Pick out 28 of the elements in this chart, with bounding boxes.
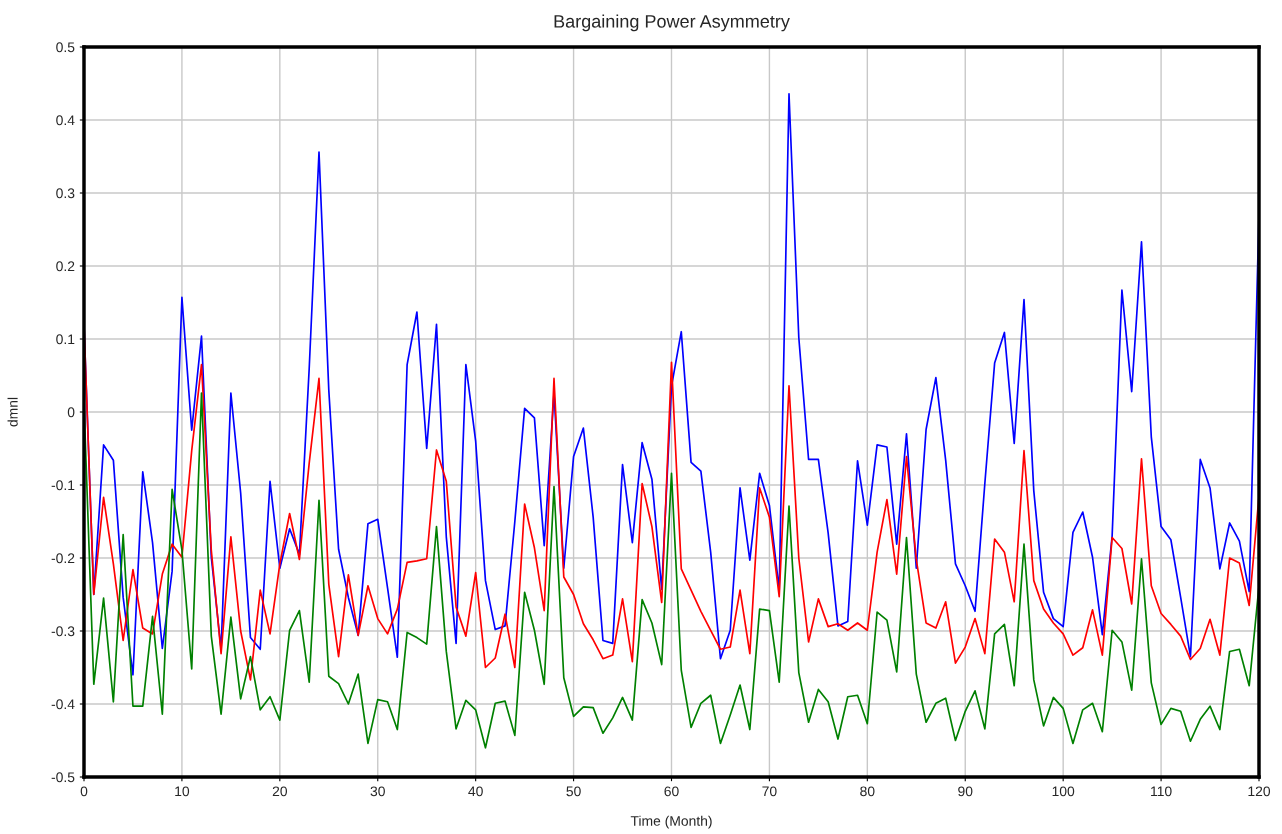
x-tick-label: 30 bbox=[370, 786, 385, 797]
y-tick-label: -0.2 bbox=[51, 553, 75, 564]
y-tick-label: 0.2 bbox=[56, 261, 75, 272]
y-tick-label: 0.3 bbox=[56, 188, 75, 199]
x-tick-label: 0 bbox=[80, 786, 88, 797]
x-tick-label: 80 bbox=[860, 786, 875, 797]
x-tick-label: 50 bbox=[566, 786, 581, 797]
x-tick-label: 110 bbox=[1151, 786, 1172, 797]
y-tick-label: -0.1 bbox=[51, 480, 75, 491]
x-tick-label: 70 bbox=[762, 786, 777, 797]
y-tick-label: -0.5 bbox=[51, 772, 75, 783]
x-tick-label: 120 bbox=[1248, 786, 1271, 797]
x-axis-title: Time (Month) bbox=[630, 815, 712, 829]
y-tick-label: -0.3 bbox=[51, 626, 75, 637]
y-tick-label: 0.4 bbox=[56, 115, 75, 126]
x-tick-label: 90 bbox=[958, 786, 973, 797]
y-tick-label: 0 bbox=[67, 407, 75, 418]
chart-title: Bargaining Power Asymmetry bbox=[554, 14, 790, 32]
x-tick-label: 20 bbox=[272, 786, 288, 797]
y-axis-title: dmnl bbox=[7, 397, 18, 427]
x-tick-label: 60 bbox=[664, 786, 679, 797]
y-tick-label: 0.5 bbox=[56, 42, 75, 53]
line-series bbox=[84, 392, 1259, 749]
x-tick-label: 100 bbox=[1052, 786, 1075, 797]
y-tick-label: 0.1 bbox=[56, 334, 75, 345]
x-tick-label: 10 bbox=[175, 786, 190, 797]
x-tick-label: 40 bbox=[468, 786, 483, 797]
y-tick-label: -0.4 bbox=[51, 699, 75, 710]
